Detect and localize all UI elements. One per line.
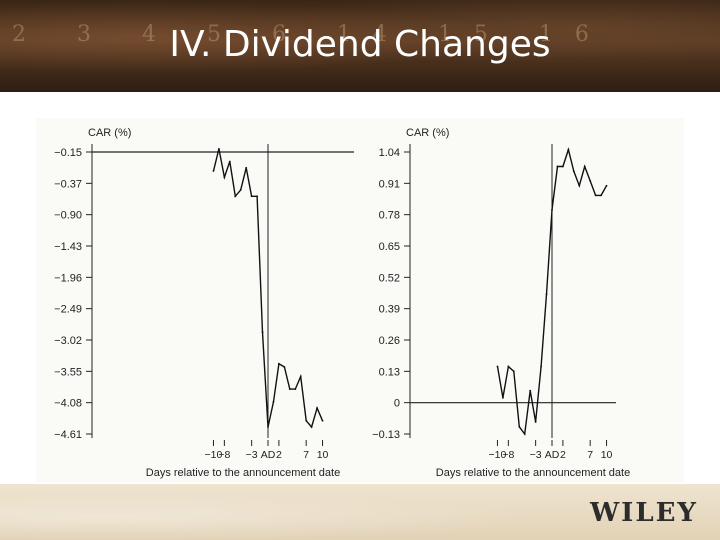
y-tick-label: −0.13	[372, 429, 400, 441]
data-point	[523, 433, 526, 435]
data-point	[518, 425, 521, 428]
x-tick-label: −3	[530, 449, 542, 461]
y-tick-label: 0.78	[379, 210, 400, 222]
y-tick-label: 0.13	[379, 366, 400, 378]
data-point	[534, 421, 537, 423]
data-point	[294, 388, 297, 391]
data-point	[600, 194, 602, 197]
y-tick-label: −3.55	[54, 366, 82, 378]
y-tick-label: 0.91	[379, 178, 400, 190]
data-point	[234, 195, 237, 198]
x-tick-label: 2	[560, 449, 566, 461]
x-tick-label: 7	[303, 449, 309, 461]
y-tick-label: −4.08	[54, 398, 82, 410]
y-tick-label: 0.65	[379, 241, 400, 253]
slide-title: IV. Dividend Changes	[169, 24, 551, 65]
data-point	[256, 195, 258, 198]
data-point	[272, 400, 275, 403]
x-tick-label: −10	[489, 449, 507, 461]
chart-panel-1: CAR (%) −0.15 −0.37 −0.90 −1.43 −1.96 −2.49 −3.…	[54, 127, 354, 495]
y-axis-label: CAR (%)	[406, 127, 449, 139]
y-tick-label: 0.26	[379, 335, 400, 347]
data-point	[578, 184, 581, 187]
data-point	[496, 365, 499, 368]
x-axis-label: Days relative to the announcement date	[146, 467, 340, 479]
y-tick-label: −0.90	[54, 210, 82, 222]
data-point	[245, 166, 248, 169]
chart-figure: CAR (%) −0.15 −0.37 −0.90 −1.43 −1.96 −2.49 −3.…	[54, 127, 630, 495]
slide-header: 2 3 4 5 6 14 15 16 IV. Dividend Changes	[0, 0, 720, 92]
x-tick-label: 2	[276, 449, 282, 461]
data-point	[250, 195, 253, 198]
header-background-numerals: 2 3 4 5 6 14 15 16	[12, 22, 611, 47]
x-axis-label: Days relative to the announcement date	[436, 467, 630, 479]
data-point	[529, 389, 532, 392]
x-tick-label: 7	[587, 449, 593, 461]
data-point	[605, 184, 608, 187]
slide-footer: WILEY	[0, 484, 720, 540]
y-tick-label: 0.39	[379, 304, 400, 316]
data-point	[288, 388, 291, 391]
y-tick-label: −1.43	[54, 241, 82, 253]
x-tick-label: −10	[205, 449, 223, 461]
x-tick-label: −3	[246, 449, 258, 461]
data-point	[316, 407, 318, 409]
y-tick-label: 1.04	[379, 147, 400, 159]
data-point	[545, 293, 548, 296]
x-tick-label: 10	[317, 449, 329, 461]
data-point	[223, 176, 226, 179]
data-point	[267, 426, 269, 428]
data-point	[594, 194, 597, 197]
data-point	[540, 365, 542, 368]
y-axis-label: CAR (%)	[88, 127, 131, 139]
data-point	[278, 362, 280, 365]
data-point	[283, 366, 286, 368]
data-point	[239, 189, 242, 191]
x-tick-label: −8	[218, 449, 230, 461]
data-point	[589, 180, 592, 182]
data-point	[212, 170, 215, 172]
figure-panel: CAR (%) −0.15 −0.37 −0.90 −1.43 −1.96 −2.49 −3.…	[36, 118, 684, 495]
y-tick-label: −0.15	[54, 147, 82, 159]
data-point	[572, 170, 575, 173]
y-tick-label: −1.96	[54, 272, 82, 284]
data-point	[305, 419, 308, 422]
data-point	[562, 165, 564, 168]
data-point	[321, 419, 324, 422]
y-tick-label: −3.02	[54, 335, 82, 347]
data-point	[218, 147, 220, 150]
data-point	[512, 370, 515, 373]
y-tick-label: −4.61	[54, 429, 82, 441]
wiley-logo: WILEY	[589, 498, 698, 528]
data-point	[502, 396, 504, 399]
y-tick-label: 0.52	[379, 272, 400, 284]
data-point	[299, 375, 302, 378]
data-point	[507, 365, 510, 368]
data-point	[551, 208, 553, 211]
x-tick-label: AD	[545, 449, 560, 461]
data-point	[261, 331, 264, 334]
data-point	[583, 165, 586, 168]
data-point	[567, 148, 570, 151]
x-tick-label: −8	[502, 449, 514, 461]
x-tick-label: 10	[601, 449, 613, 461]
data-point	[228, 160, 231, 163]
y-tick-label: −0.37	[54, 178, 82, 190]
data-point	[556, 165, 559, 168]
y-tick-label: 0	[394, 398, 400, 410]
chart-panel-2: CAR (%) 1.04 0.91 0.78 0.65 0.52 0.39 0.26 0.13 0…	[372, 127, 630, 495]
data-point	[310, 426, 313, 428]
y-tick-label: −2.49	[54, 304, 82, 316]
x-tick-label: AD	[261, 449, 276, 461]
